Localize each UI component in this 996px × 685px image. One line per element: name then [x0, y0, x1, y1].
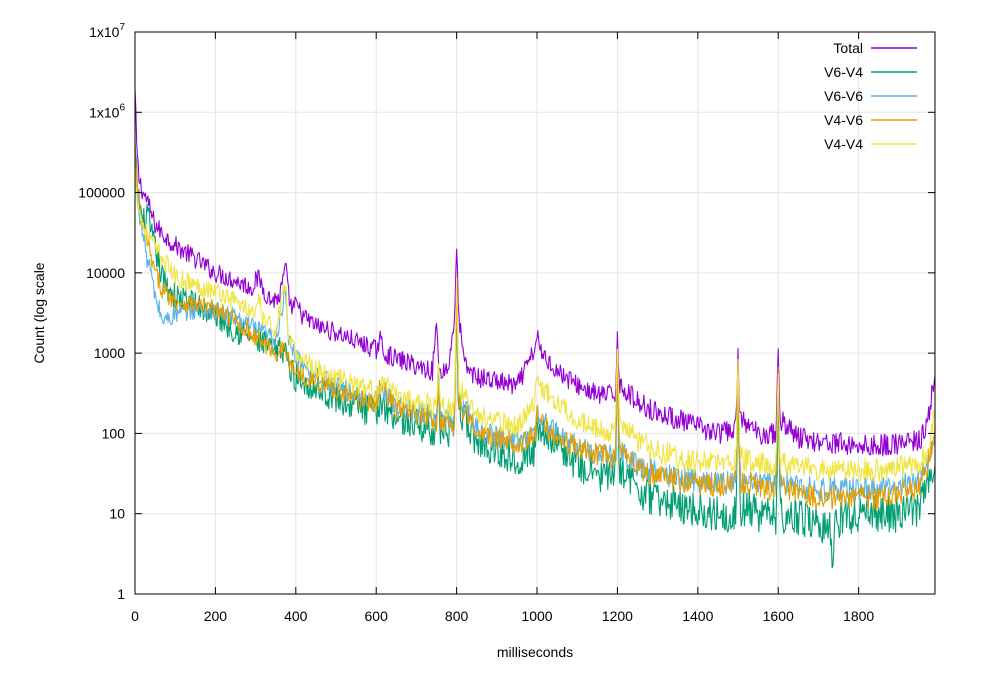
legend-label: V4-V6: [824, 112, 863, 128]
y-tick-label: 1000: [94, 345, 125, 361]
series-layer: [134, 89, 936, 569]
y-tick-label: 1x106: [89, 102, 125, 120]
x-tick-label: 600: [365, 608, 389, 624]
y-tick-label: 10: [109, 506, 125, 522]
y-tick-label: 100000: [78, 185, 125, 201]
y-tick-label: 1x107: [89, 22, 125, 40]
x-tick-label: 1800: [843, 608, 874, 624]
y-tick-label: 100: [102, 425, 126, 441]
series-line-total: [134, 89, 936, 457]
x-tick-label: 200: [204, 608, 228, 624]
x-tick-label: 1000: [521, 608, 552, 624]
series-line-v4-v6: [134, 144, 936, 511]
legend: Total V6-V4 V6-V6 V4-V6 V4-V4: [824, 40, 917, 152]
plot-border: [134, 31, 936, 595]
x-tick-label: 400: [284, 608, 308, 624]
x-tick-label: 0: [131, 608, 139, 624]
legend-label: V6-V4: [824, 64, 863, 80]
y-tick-label: 1: [117, 586, 125, 602]
y-axis: 1 10 100 1000 10000 100000 1x106 1x107: [78, 22, 935, 602]
legend-label: V4-V4: [824, 136, 863, 152]
legend-label: V6-V6: [824, 88, 863, 104]
x-axis-label: milliseconds: [497, 644, 573, 660]
y-axis-label: Count (log scale: [31, 262, 47, 363]
series-line-v4-v4: [134, 163, 936, 482]
y-tick-label: 10000: [86, 265, 125, 281]
x-tick-label: 800: [445, 608, 469, 624]
x-tick-label: 1600: [763, 608, 794, 624]
x-tick-label: 1400: [682, 608, 713, 624]
x-axis: 0 200 400 600 800 1000 1200 1400 1600 1800: [131, 32, 874, 624]
x-tick-label: 1200: [602, 608, 633, 624]
legend-label: Total: [833, 40, 863, 56]
